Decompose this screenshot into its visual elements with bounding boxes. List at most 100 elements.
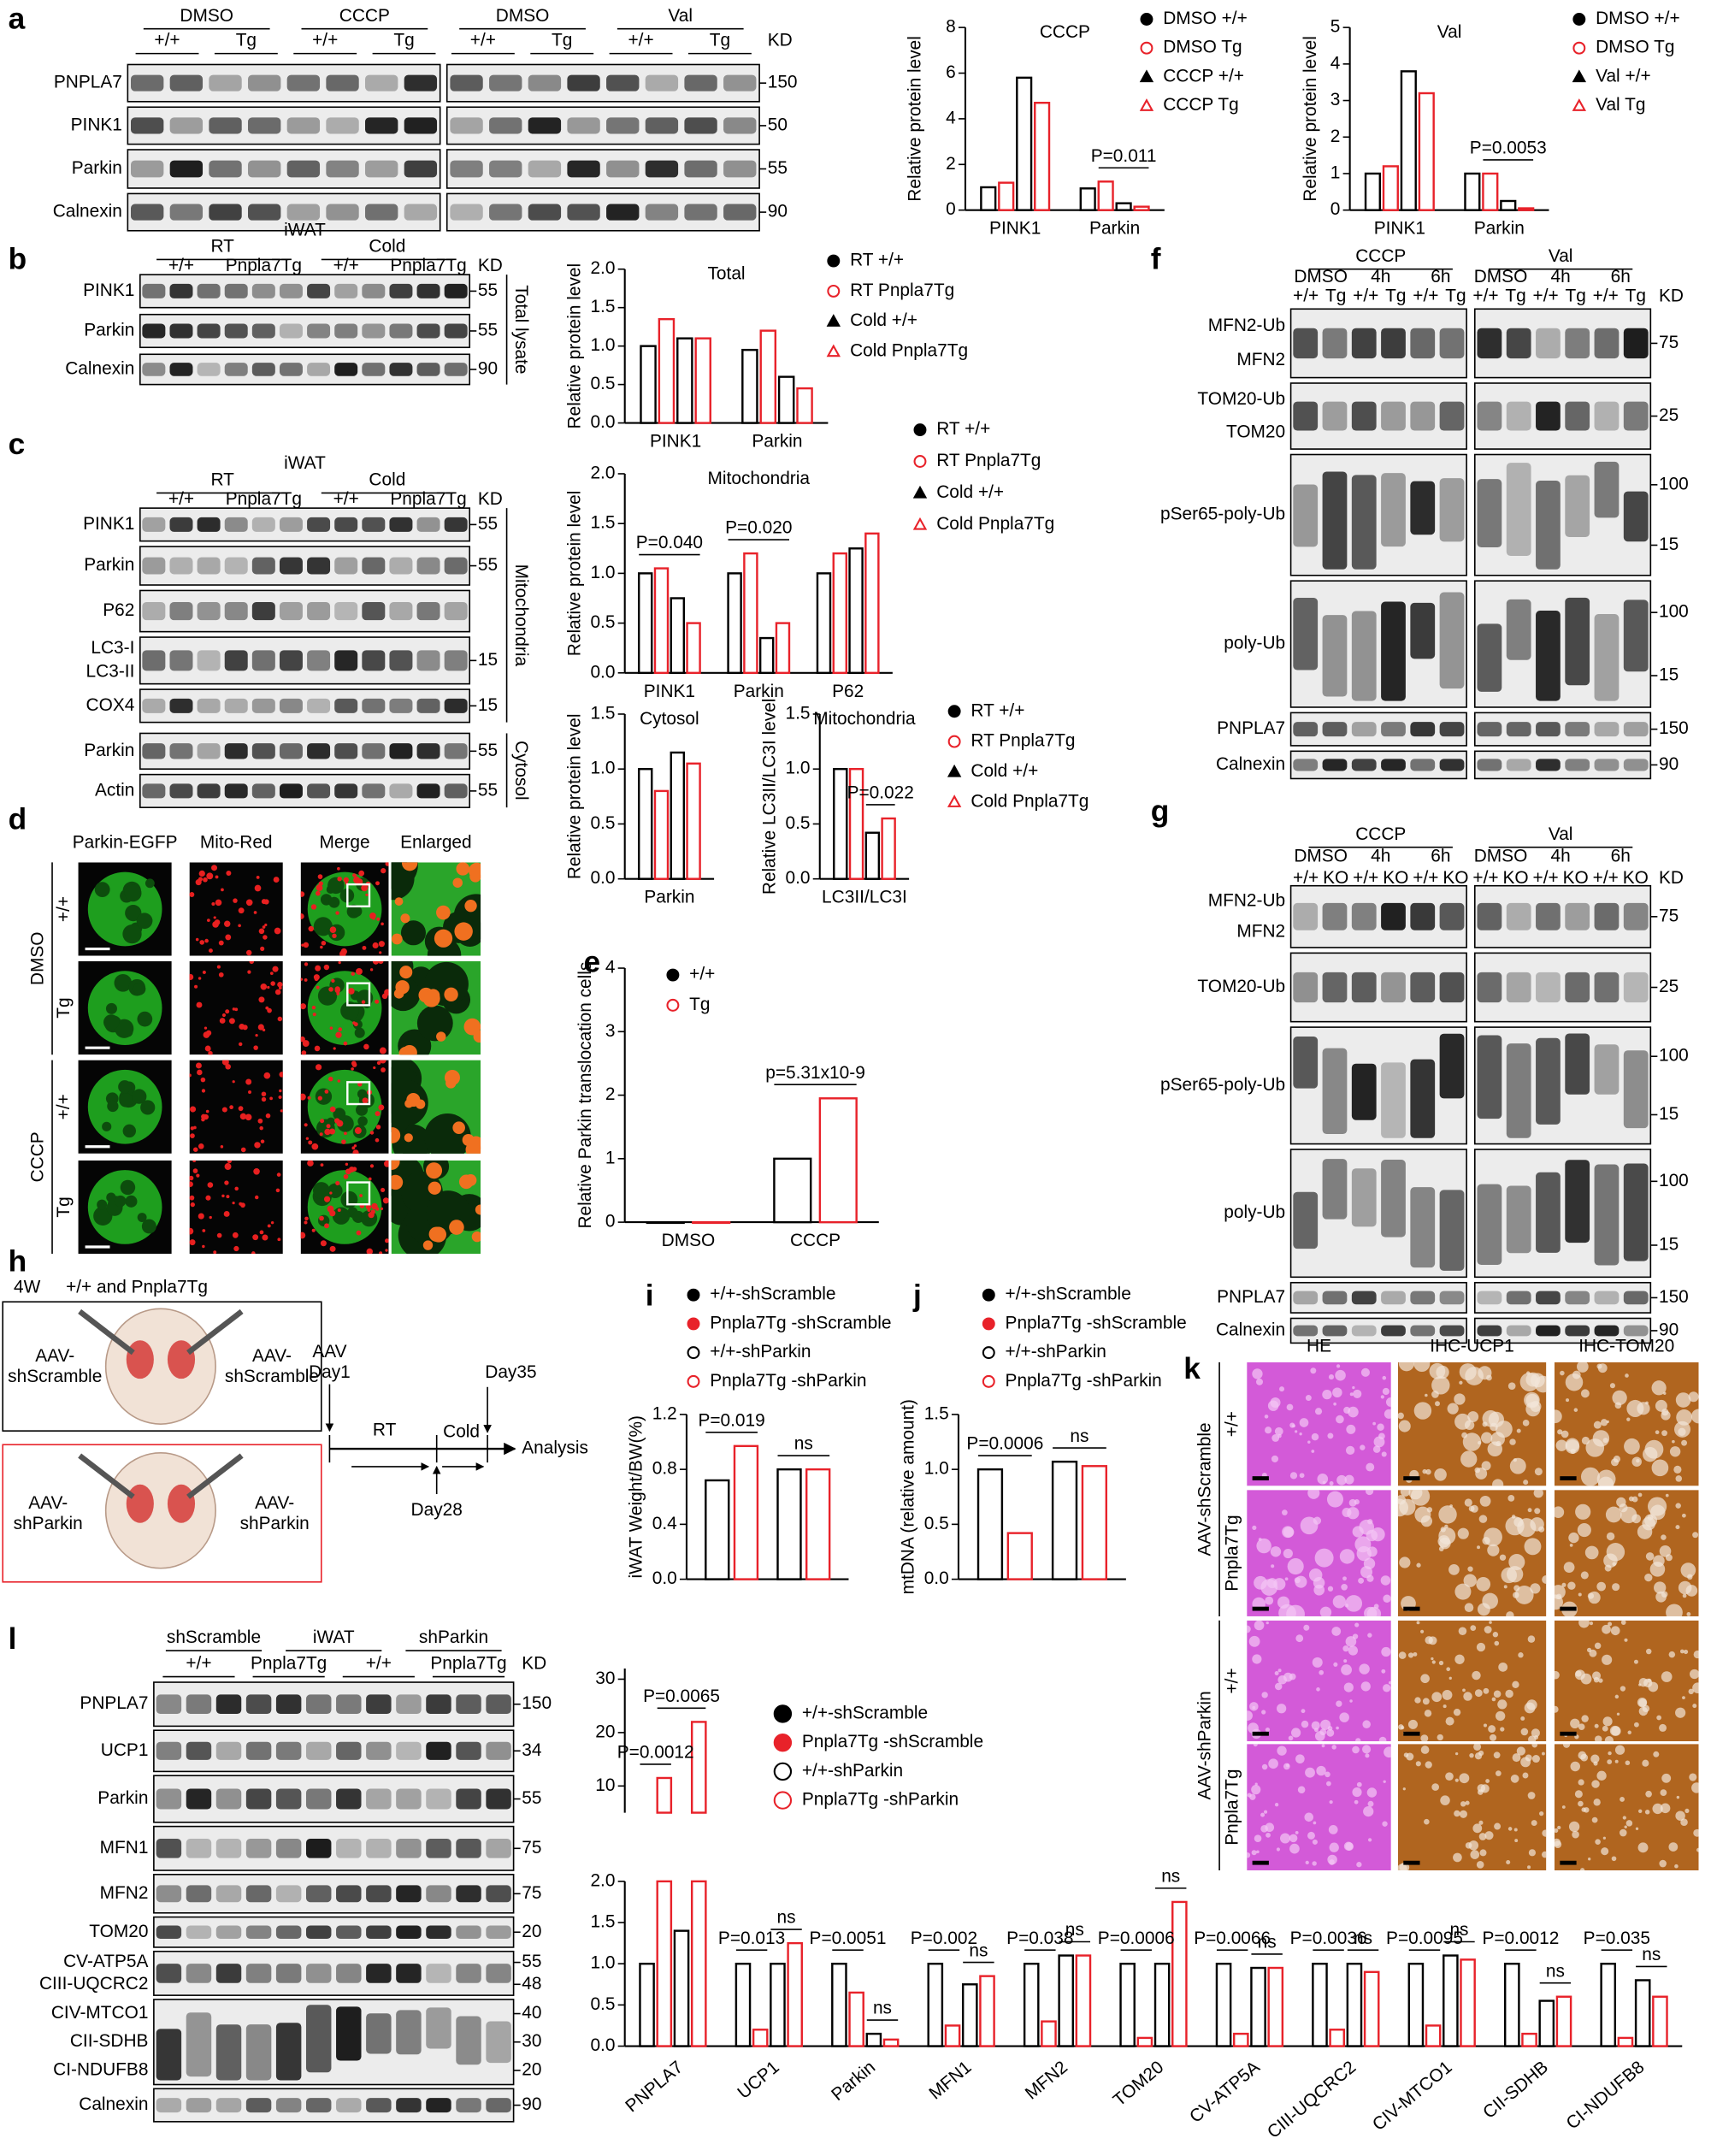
blot-header: Pnpla7Tg	[430, 1654, 506, 1674]
blot-header: DMSO	[1474, 267, 1528, 286]
y-tick-label: 0	[946, 199, 956, 219]
blot-band	[1439, 328, 1465, 359]
tissue-texture	[1581, 1436, 1590, 1445]
fat-pad	[126, 1484, 154, 1523]
mito	[248, 1090, 252, 1094]
blot-band	[444, 323, 468, 339]
blot-band	[396, 1964, 422, 1983]
y-axis-label: Relative protein level	[564, 263, 584, 429]
blot-band	[307, 557, 331, 575]
blot-band	[528, 204, 562, 221]
tissue-texture	[1590, 1754, 1600, 1763]
tissue-texture	[1477, 1545, 1481, 1550]
blot-band	[305, 1694, 332, 1715]
kd-label: 150	[1659, 1287, 1689, 1307]
mito	[189, 891, 195, 897]
kd-title: KD	[1659, 868, 1684, 888]
blot-band	[1381, 1062, 1406, 1138]
blot-band	[334, 698, 358, 713]
tissue-texture	[1482, 1410, 1499, 1427]
tissue-texture	[1336, 1415, 1344, 1424]
tissue-texture	[1574, 1669, 1585, 1680]
tissue-texture	[1497, 1699, 1507, 1710]
tissue-texture	[1249, 1702, 1259, 1711]
blot-band	[334, 743, 358, 759]
tissue-texture	[1584, 1545, 1599, 1560]
legend-marker	[826, 314, 841, 327]
tissue-texture	[1265, 1596, 1274, 1605]
bar	[805, 1468, 831, 1580]
bar	[690, 1880, 707, 2047]
mito	[320, 945, 323, 949]
tissue-texture	[1247, 1625, 1251, 1633]
bar	[864, 532, 880, 675]
mito	[205, 1195, 211, 1201]
blot-band	[1410, 1187, 1436, 1268]
blot-band	[1594, 759, 1620, 771]
blot-band	[286, 117, 321, 134]
blot-band	[275, 1741, 302, 1760]
tissue-texture	[1484, 1527, 1502, 1547]
tissue-texture	[1542, 1574, 1547, 1584]
histology-row-label: +/+	[1223, 1411, 1242, 1437]
lipid-droplet	[119, 1093, 133, 1108]
tissue-texture	[1332, 1387, 1342, 1398]
blot-band	[1506, 902, 1531, 930]
mito	[340, 948, 347, 955]
blot-band	[1506, 599, 1531, 660]
legend-marker	[1572, 13, 1586, 26]
micrograph	[78, 1060, 172, 1154]
tissue-texture	[1382, 1387, 1389, 1396]
tissue-texture	[1463, 1692, 1472, 1701]
blot-band	[1381, 601, 1406, 701]
tissue-texture	[1624, 1825, 1627, 1828]
tissue-texture	[1644, 1439, 1664, 1459]
blot-band	[456, 1885, 481, 1903]
tissue-texture	[1588, 1858, 1591, 1861]
legend-label: RT Pnpla7Tg	[850, 281, 954, 300]
mito	[251, 1251, 256, 1255]
tissue-texture	[1674, 1864, 1679, 1869]
tissue-texture	[1597, 1363, 1608, 1373]
tissue-texture	[1681, 1439, 1688, 1446]
mito	[226, 870, 232, 876]
tissue-texture	[1661, 1430, 1667, 1437]
tissue-texture	[1575, 1503, 1591, 1520]
significance-label: ns	[1070, 1427, 1089, 1446]
legend-marker	[1139, 98, 1154, 111]
tissue-texture	[1336, 1726, 1339, 1730]
lipid-droplet	[120, 1179, 136, 1196]
bar	[646, 1220, 685, 1225]
mito	[307, 1096, 311, 1100]
blot-band	[245, 1788, 272, 1810]
blot-row-label: PNPLA7	[54, 73, 122, 92]
mito	[247, 970, 251, 974]
mito	[427, 989, 440, 1002]
mito	[324, 1128, 331, 1136]
tissue-texture	[1574, 1790, 1583, 1799]
panel-letter: i	[646, 1279, 654, 1313]
mito	[368, 1177, 372, 1181]
tissue-texture	[1469, 1752, 1474, 1758]
blot-row-label: MFN2	[1236, 921, 1285, 941]
tissue-texture	[1263, 1810, 1268, 1814]
bar	[1058, 1954, 1074, 2047]
significance-label: ns	[969, 1940, 988, 1960]
blot-band	[334, 783, 358, 799]
blot-band	[307, 601, 331, 621]
blot-band	[245, 2098, 272, 2113]
tissue-texture	[1637, 1842, 1649, 1853]
tissue-texture	[1425, 1761, 1432, 1769]
blot-band	[1293, 722, 1319, 737]
blot-band	[1506, 463, 1531, 557]
legend-label: DMSO Tg	[1163, 38, 1242, 57]
mito	[343, 877, 350, 883]
tissue-texture	[1276, 1847, 1280, 1852]
mito	[315, 965, 322, 972]
tissue-texture	[1280, 1833, 1290, 1844]
kd-label: 150	[768, 73, 798, 92]
significance-label: P=0.0006	[966, 1434, 1043, 1454]
tissue-texture	[1464, 1420, 1475, 1431]
tissue-texture	[1680, 1818, 1688, 1827]
blot-band	[723, 74, 757, 92]
